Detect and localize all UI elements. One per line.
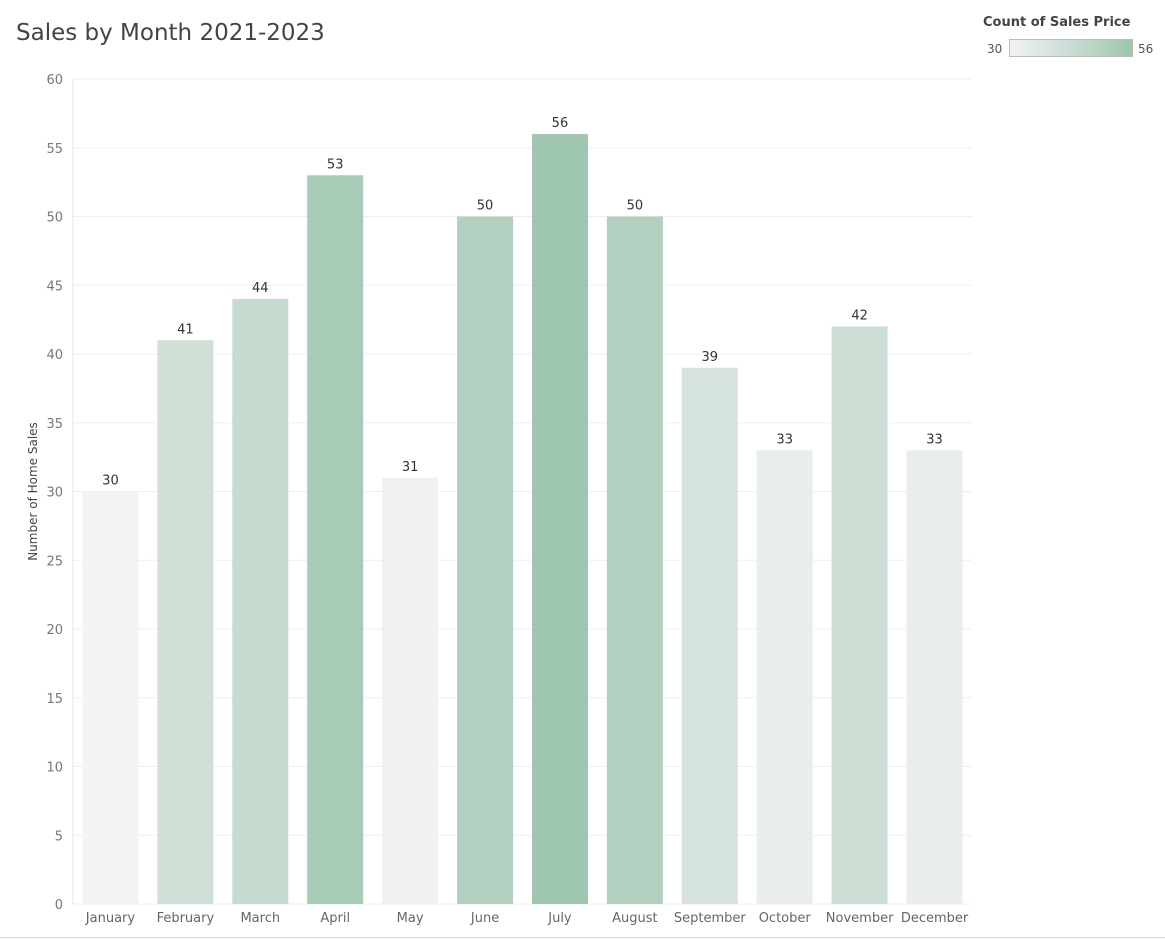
x-tick-label: April (320, 911, 350, 926)
x-tick-label: March (240, 911, 280, 926)
x-tick-label: December (901, 911, 969, 926)
bottom-divider (0, 937, 1165, 938)
x-tick-label: November (826, 911, 894, 926)
x-tick-label: May (397, 911, 424, 926)
bar-december (906, 450, 963, 904)
x-tick-label: September (674, 911, 747, 926)
data-label: 56 (552, 116, 569, 131)
y-tick-label: 10 (46, 761, 63, 776)
data-label: 53 (327, 157, 344, 172)
y-tick-label: 30 (46, 486, 63, 501)
data-label: 50 (477, 199, 494, 214)
bar-september (681, 367, 738, 904)
y-tick-label: 45 (46, 279, 63, 294)
y-axis-label: Number of Home Sales (26, 422, 40, 561)
y-tick-label: 35 (46, 417, 63, 432)
color-legend: Count of Sales Price 30 56 (983, 15, 1163, 65)
x-tick-label: October (759, 911, 812, 926)
bar-august (606, 216, 663, 904)
bar-july (531, 134, 588, 904)
y-tick-label: 40 (46, 348, 63, 363)
y-tick-label: 15 (46, 692, 63, 707)
legend-title: Count of Sales Price (983, 15, 1131, 30)
bar-october (756, 450, 813, 904)
x-tick-label: August (612, 911, 658, 926)
bar-may (382, 477, 439, 904)
bar-january (82, 491, 139, 904)
legend-min-label: 30 (987, 42, 1003, 56)
data-label: 33 (926, 432, 943, 447)
data-label: 39 (702, 350, 719, 365)
bar-november (831, 326, 888, 904)
data-label: 33 (776, 432, 793, 447)
data-label: 31 (402, 460, 419, 475)
data-label: 44 (252, 281, 269, 296)
x-tick-label: February (157, 911, 215, 926)
y-tick-label: 0 (55, 898, 63, 913)
y-tick-label: 25 (46, 554, 63, 569)
y-tick-label: 5 (55, 829, 63, 844)
y-tick-label: 20 (46, 623, 63, 638)
y-tick-label: 60 (46, 73, 63, 88)
chart-title: Sales by Month 2021-2023 (16, 20, 325, 46)
legend-color-ramp (1009, 39, 1133, 57)
data-label: 42 (851, 309, 868, 324)
legend-max-label: 56 (1138, 42, 1154, 56)
y-tick-label: 50 (46, 211, 63, 226)
bar-march (232, 299, 289, 904)
data-label: 50 (627, 199, 644, 214)
x-tick-label: July (547, 911, 572, 926)
x-tick-label: January (85, 911, 136, 926)
bar-february (157, 340, 214, 904)
bar-april (307, 175, 364, 904)
x-tick-label: June (470, 911, 499, 926)
data-label: 41 (177, 322, 194, 337)
data-label: 30 (102, 474, 119, 489)
y-tick-label: 55 (46, 142, 63, 157)
bar-june (457, 216, 514, 904)
